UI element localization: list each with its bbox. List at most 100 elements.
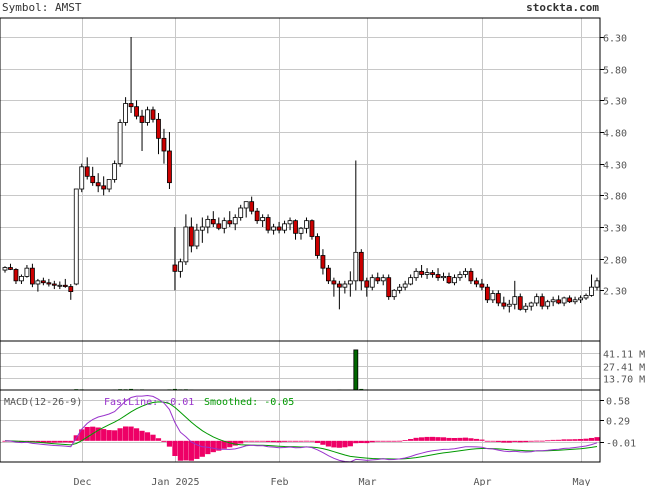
macd-histogram-bar [501,440,507,443]
candle [386,274,392,300]
macd-histogram-bar [331,440,337,448]
x-tick-label: Dec [73,477,91,486]
price-tick-label: 4.30 [603,161,627,172]
candle-body [501,302,507,307]
candle-body [73,188,79,285]
macd-histogram-bar [270,440,277,443]
candle-body [408,277,414,285]
candle-body [320,255,326,269]
macd-histogram-bar [57,440,63,443]
candle-body [452,277,457,284]
macd-histogram-bar [490,440,496,442]
macd-histogram-bar [122,426,129,441]
macd-histogram-bar [375,440,381,442]
macd-histogram-bar [566,439,573,441]
candle [90,166,96,186]
macd-histogram-bar [177,440,184,461]
candle [336,280,342,310]
macd-histogram-bar [79,429,85,441]
candle-body [353,251,359,282]
macd-histogram-bar [479,439,485,441]
candle [199,217,205,243]
candle [24,265,30,278]
candle [128,37,134,113]
candle-body [419,270,424,275]
candle [210,211,216,227]
candle-body [583,294,589,299]
candle-body [178,261,183,272]
candle [254,208,260,224]
candle-body [490,293,496,301]
candle-body [495,293,501,304]
macd-histogram-bar [391,440,397,442]
macd-histogram-bar [495,440,501,442]
candle-body [309,220,315,237]
candle-body [304,220,309,229]
macd-histogram-bar [51,440,57,443]
macd-histogram-bar [128,426,134,441]
macd-histogram-bar [358,440,364,444]
price-tick-label: 5.30 [603,97,627,108]
candle-body [95,182,101,187]
candle [572,296,578,305]
candle-body [463,270,468,275]
macd-histogram-bar [561,439,567,441]
candle [117,119,123,167]
candle-body [413,270,419,279]
candle-body [46,282,52,285]
macd-histogram-bar [451,438,458,441]
candle [139,109,145,151]
candle [205,215,211,234]
candle-body [578,297,583,301]
macd-histogram-bar [281,440,288,442]
macd-histogram-bar [238,440,244,444]
candle [19,274,24,284]
candle [517,293,523,311]
candle [567,295,572,303]
candle [216,217,222,231]
candle [408,274,414,286]
macd-histogram-bar [309,440,315,442]
macd-histogram-bar [446,437,452,441]
candle-body [150,109,156,120]
candle [545,299,551,310]
candle [238,204,244,221]
candle-body [84,166,90,177]
macd-histogram-bar [183,440,189,461]
candle [221,217,227,234]
candle [183,214,189,265]
macd-histogram-bar [545,440,551,442]
candle [13,268,19,284]
candle-body [561,297,567,304]
candle [484,284,490,303]
candle [594,277,600,291]
candle-body [216,223,222,229]
macd-histogram-bar [155,438,162,441]
macd-histogram-bar [314,440,321,444]
candle [243,201,249,218]
candle-body [188,226,194,247]
macd-frame [0,389,601,463]
candle [260,214,266,227]
candle-body [128,103,134,108]
macd-histogram-bar [402,440,408,441]
candle-body [528,302,534,307]
candle-body [205,218,211,228]
candle-body [249,201,255,212]
candle-body [210,218,216,225]
candle [523,303,529,313]
macd-histogram-bar [588,437,595,441]
volume-tick-label: 27.41 M [603,363,645,374]
candle-body [326,267,331,282]
macd-smoothed-label: Smoothed: -0.05 [204,397,294,408]
candle [249,196,255,215]
macd-histogram-bar [172,440,178,456]
candle [358,249,364,291]
axis-labels: Dec Jan 2025 Feb Mar Apr May 6.30 5.80 5.30 4.80 4… [73,34,645,486]
candle-body [375,277,381,282]
candle-body [430,272,435,275]
macd-histogram-bar [35,440,41,443]
candle-body [254,210,260,222]
price-tick-label: 6.30 [603,34,627,45]
candle-body [117,122,123,165]
